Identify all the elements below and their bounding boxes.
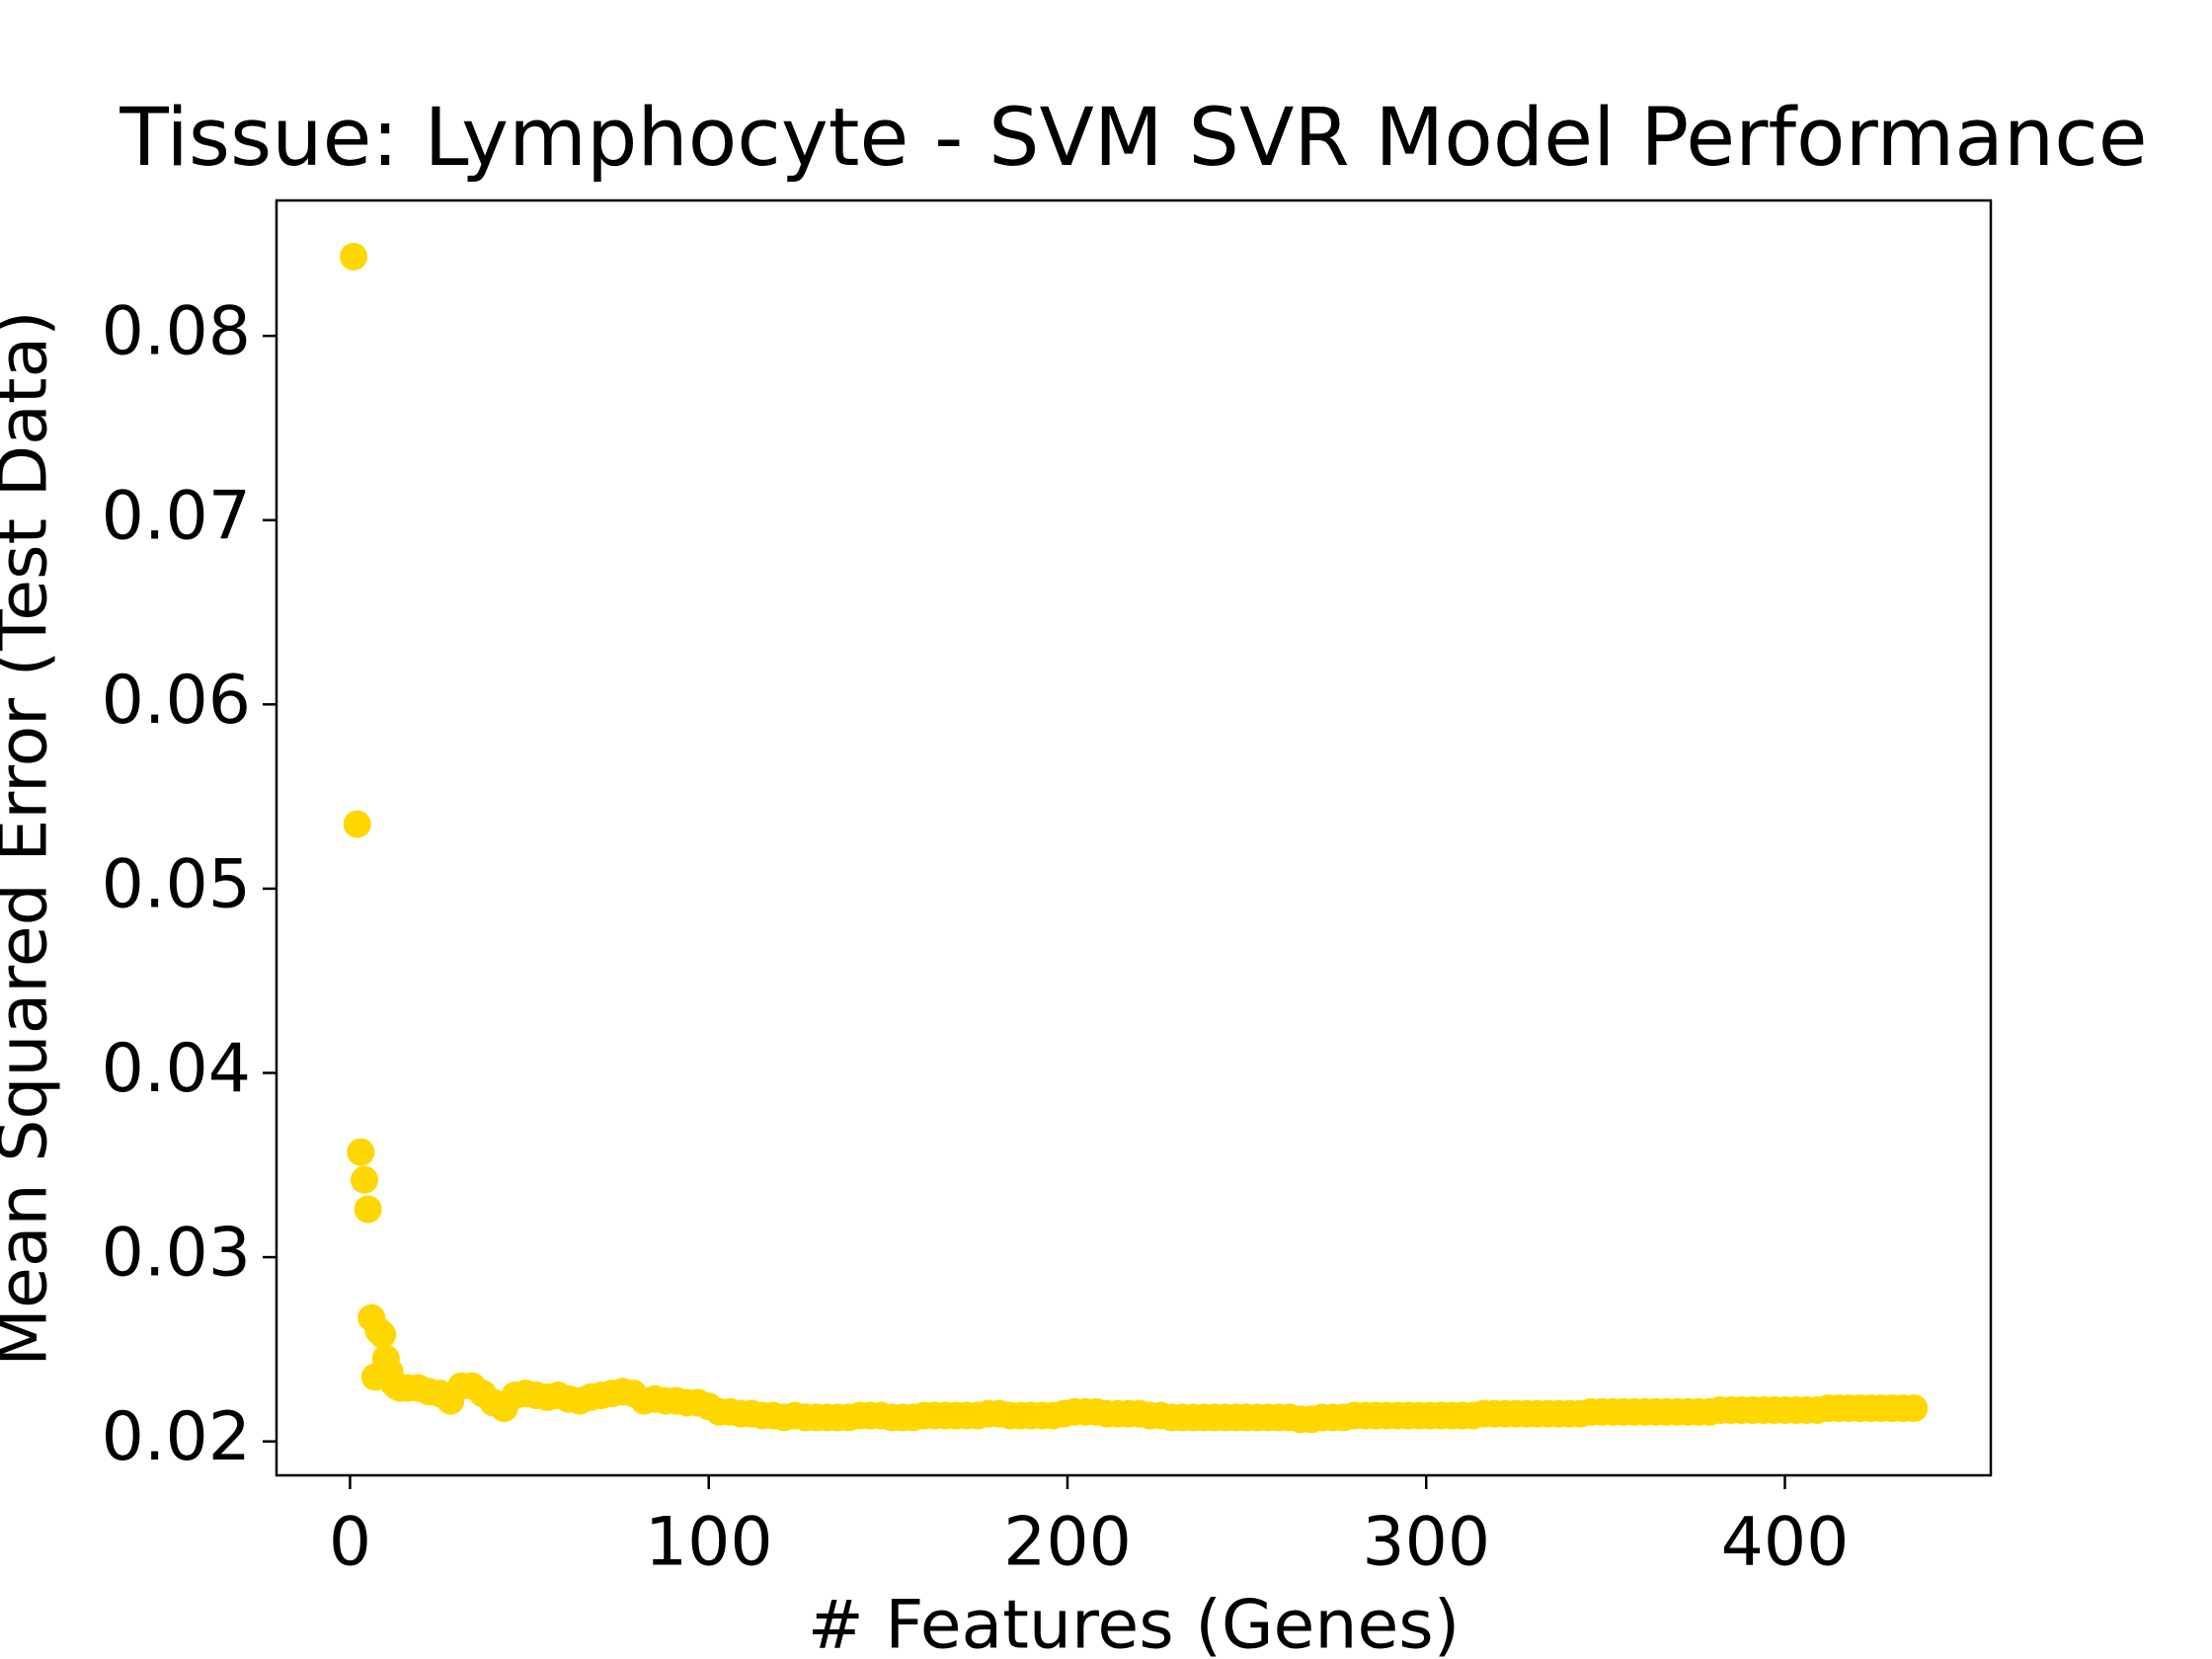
x-tick-label: 300 bbox=[1362, 1504, 1490, 1582]
y-tick-label: 0.02 bbox=[102, 1398, 251, 1476]
point bbox=[354, 1195, 382, 1224]
point bbox=[350, 1165, 378, 1194]
chart-title: Tissue: Lymphocyte - SVM SVR Model Perfo… bbox=[118, 92, 2147, 185]
y-axis-label: Mean Squared Error (Test Data) bbox=[0, 310, 63, 1366]
point bbox=[1900, 1394, 1929, 1423]
x-tick-label: 0 bbox=[329, 1504, 371, 1582]
point bbox=[343, 810, 371, 838]
x-tick-label: 100 bbox=[645, 1504, 773, 1582]
y-tick-label: 0.04 bbox=[102, 1030, 251, 1108]
point bbox=[340, 242, 368, 271]
x-tick-label: 400 bbox=[1721, 1504, 1850, 1582]
y-tick-label: 0.05 bbox=[102, 845, 251, 923]
point bbox=[347, 1138, 375, 1166]
y-tick-label: 0.07 bbox=[102, 477, 251, 555]
y-tick-label: 0.08 bbox=[102, 293, 251, 371]
point bbox=[368, 1320, 397, 1349]
plot-frame bbox=[275, 198, 1993, 1477]
x-tick-label: 200 bbox=[1003, 1504, 1132, 1582]
y-tick-label: 0.03 bbox=[102, 1215, 251, 1293]
plot-area bbox=[340, 242, 1929, 1434]
y-tick-label: 0.06 bbox=[102, 662, 251, 740]
x-axis-label: # Features (Genes) bbox=[808, 1587, 1461, 1659]
